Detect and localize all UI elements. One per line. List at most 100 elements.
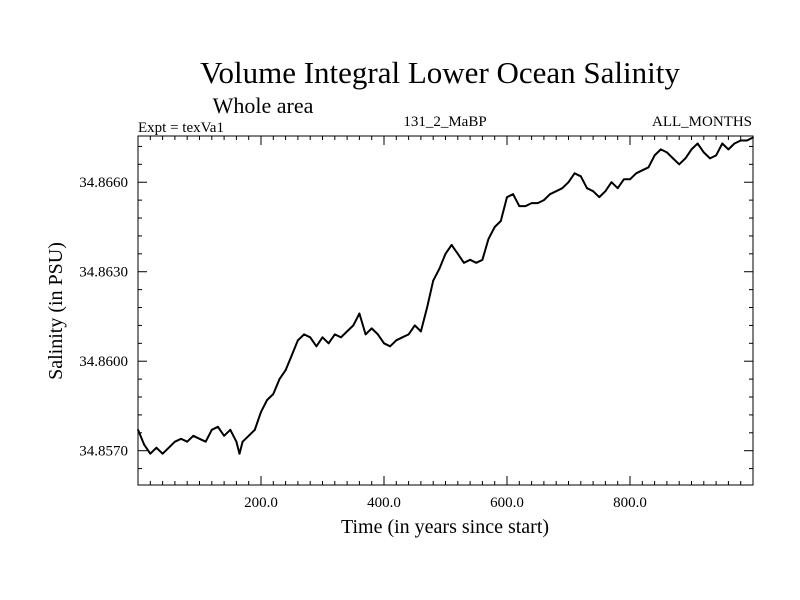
data-point [536, 202, 539, 205]
data-point [499, 220, 502, 222]
data-point [315, 345, 318, 348]
data-point [561, 187, 564, 190]
data-point [340, 336, 342, 339]
x-axis-ticks: 200.0 400.0 600.0 800.0 [149, 136, 742, 511]
data-point [395, 339, 398, 342]
data-point [346, 330, 348, 333]
data-point [143, 443, 146, 446]
data-point [217, 425, 219, 428]
data-point [549, 193, 551, 196]
data-point [229, 428, 232, 431]
data-point [518, 205, 521, 207]
data-point [592, 190, 594, 193]
data-point [622, 178, 625, 181]
data-point [174, 440, 176, 443]
data-point [543, 199, 545, 202]
chart-title: Volume Integral Lower Ocean Salinity [200, 55, 680, 90]
data-point [426, 306, 428, 309]
data-point [573, 172, 576, 175]
data-point [161, 452, 164, 455]
data-point [383, 342, 385, 345]
data-point [524, 205, 527, 207]
data-point [745, 139, 748, 142]
series-line-salinity [137, 136, 754, 455]
data-point [635, 172, 638, 175]
data-point [297, 339, 299, 342]
data-point [456, 252, 459, 255]
data-point [678, 163, 681, 166]
data-point [444, 252, 447, 255]
data-point [180, 437, 182, 440]
data-point [463, 261, 465, 264]
data-point [653, 154, 656, 157]
data-point [512, 193, 515, 196]
x-axis-label: Time (in years since start) [341, 516, 549, 538]
data-point [493, 226, 496, 228]
x-tick-label: 600.0 [490, 495, 524, 511]
data-point [235, 440, 238, 443]
data-point [321, 336, 324, 339]
months-label: ALL_MONTHS [652, 114, 752, 130]
data-point [260, 411, 262, 413]
experiment-label: Expt = texVa1 [138, 120, 224, 136]
data-point [733, 142, 736, 145]
data-point [475, 261, 478, 264]
data-point [469, 258, 471, 261]
x-tick-label: 400.0 [367, 495, 401, 511]
y-tick-label: 34.8660 [79, 175, 128, 191]
data-point [376, 333, 379, 336]
x-tick-label: 800.0 [613, 495, 647, 511]
data-point [616, 187, 619, 190]
data-point [149, 452, 152, 455]
data-point [672, 157, 674, 160]
data-point [659, 148, 662, 151]
data-point [481, 258, 484, 261]
data-point [309, 336, 312, 339]
data-point [579, 175, 582, 178]
y-tick-label: 34.8600 [79, 354, 128, 370]
data-point [238, 452, 241, 455]
data-point [137, 428, 139, 431]
data-point [247, 434, 250, 437]
data-point [727, 148, 730, 151]
data-point [284, 369, 287, 372]
data-point [155, 446, 158, 449]
data-point [278, 378, 281, 381]
data-point [696, 142, 699, 145]
data-point [666, 151, 668, 154]
data-point [167, 446, 170, 449]
y-tick-label: 34.8570 [79, 444, 128, 460]
data-point [432, 279, 435, 282]
series-layer [137, 136, 754, 455]
y-tick-label: 34.8630 [79, 265, 128, 281]
data-point [192, 434, 195, 437]
data-point [647, 166, 650, 169]
data-point [506, 196, 508, 199]
data-point [739, 139, 742, 142]
data-point [555, 190, 558, 193]
data-point [752, 136, 754, 139]
data-point [389, 345, 392, 348]
y-axis-label: Salinity (in PSU) [45, 242, 67, 380]
data-point [721, 142, 724, 145]
data-point [352, 324, 355, 327]
data-point [715, 154, 717, 157]
data-point [567, 181, 570, 184]
data-point [370, 327, 373, 330]
center-label: 131_2_MaBP [403, 114, 486, 130]
data-point [598, 196, 601, 199]
data-point [327, 342, 330, 345]
data-point [272, 393, 275, 395]
data-point [223, 434, 226, 437]
y-axis-ticks: 34.8570 34.8600 34.8630 34.8660 [79, 145, 753, 470]
data-point [420, 330, 422, 333]
data-point [241, 440, 244, 443]
data-point [204, 440, 207, 443]
data-point [401, 336, 404, 339]
data-point [709, 157, 711, 160]
data-point [210, 428, 213, 431]
data-point [413, 324, 416, 327]
data-point [641, 169, 644, 172]
data-point [290, 354, 293, 357]
